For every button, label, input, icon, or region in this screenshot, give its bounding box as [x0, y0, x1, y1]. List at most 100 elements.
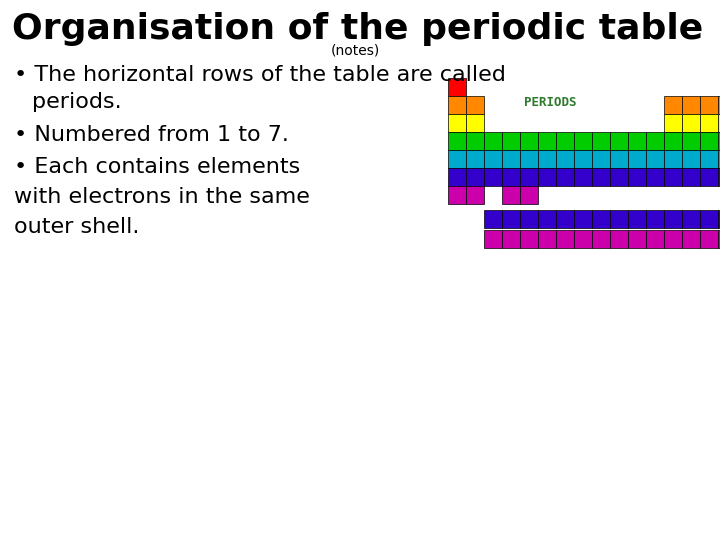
Text: (notes): (notes) — [330, 44, 379, 58]
Bar — [448, 96, 466, 114]
Bar — [682, 114, 700, 132]
Bar — [520, 230, 538, 248]
Bar — [682, 150, 700, 168]
Bar — [556, 150, 574, 168]
Bar — [502, 210, 520, 228]
Bar — [664, 114, 682, 132]
Bar — [502, 132, 520, 150]
Bar — [610, 132, 628, 150]
Bar — [718, 210, 720, 228]
Bar — [718, 168, 720, 186]
Bar — [718, 96, 720, 114]
Text: Organisation of the periodic table: Organisation of the periodic table — [12, 12, 703, 46]
Bar — [628, 150, 646, 168]
Bar — [484, 168, 502, 186]
Bar — [700, 96, 718, 114]
Bar — [484, 230, 502, 248]
Text: • The horizontal rows of the table are called: • The horizontal rows of the table are c… — [14, 65, 506, 85]
Bar — [628, 132, 646, 150]
Bar — [610, 168, 628, 186]
Bar — [538, 150, 556, 168]
Bar — [466, 168, 484, 186]
Bar — [664, 230, 682, 248]
Text: outer shell.: outer shell. — [14, 217, 140, 237]
Bar — [700, 114, 718, 132]
Bar — [448, 78, 466, 96]
Bar — [700, 210, 718, 228]
Text: • Numbered from 1 to 7.: • Numbered from 1 to 7. — [14, 125, 289, 145]
Bar — [502, 186, 520, 204]
Bar — [664, 132, 682, 150]
Bar — [448, 150, 466, 168]
Bar — [718, 132, 720, 150]
Bar — [718, 150, 720, 168]
Bar — [682, 168, 700, 186]
Bar — [646, 132, 664, 150]
Bar — [700, 168, 718, 186]
Bar — [538, 132, 556, 150]
Bar — [538, 210, 556, 228]
Bar — [538, 230, 556, 248]
Bar — [592, 230, 610, 248]
Bar — [610, 150, 628, 168]
Bar — [448, 168, 466, 186]
Bar — [484, 150, 502, 168]
Bar — [610, 230, 628, 248]
Bar — [484, 132, 502, 150]
Bar — [628, 210, 646, 228]
Text: • Each contains elements: • Each contains elements — [14, 157, 300, 177]
Bar — [574, 210, 592, 228]
Bar — [448, 132, 466, 150]
Bar — [610, 210, 628, 228]
Bar — [448, 114, 466, 132]
Bar — [520, 132, 538, 150]
Bar — [592, 150, 610, 168]
Bar — [664, 210, 682, 228]
Bar — [520, 168, 538, 186]
Bar — [448, 186, 466, 204]
Text: periods.: periods. — [32, 92, 122, 112]
Bar — [574, 132, 592, 150]
Bar — [646, 168, 664, 186]
Bar — [700, 150, 718, 168]
Bar — [592, 210, 610, 228]
Bar — [520, 210, 538, 228]
Bar — [682, 132, 700, 150]
Bar — [646, 150, 664, 168]
Bar — [466, 114, 484, 132]
Bar — [682, 210, 700, 228]
Bar — [502, 230, 520, 248]
Bar — [502, 150, 520, 168]
Bar — [466, 186, 484, 204]
Bar — [718, 114, 720, 132]
Bar — [538, 168, 556, 186]
Bar — [520, 186, 538, 204]
Bar — [484, 210, 502, 228]
Bar — [556, 230, 574, 248]
Bar — [574, 150, 592, 168]
Bar — [466, 96, 484, 114]
Bar — [556, 168, 574, 186]
Bar — [700, 230, 718, 248]
Bar — [718, 230, 720, 248]
Bar — [502, 168, 520, 186]
Bar — [574, 230, 592, 248]
Bar — [664, 96, 682, 114]
Bar — [466, 132, 484, 150]
Bar — [682, 96, 700, 114]
Bar — [628, 230, 646, 248]
Bar — [682, 230, 700, 248]
Text: with electrons in the same: with electrons in the same — [14, 187, 310, 207]
Bar — [664, 168, 682, 186]
Bar — [646, 230, 664, 248]
Bar — [556, 210, 574, 228]
Bar — [592, 132, 610, 150]
Bar — [646, 210, 664, 228]
Bar — [592, 168, 610, 186]
Bar — [466, 150, 484, 168]
Text: PERIODS: PERIODS — [524, 97, 577, 110]
Bar — [664, 150, 682, 168]
Bar — [628, 168, 646, 186]
Bar — [556, 132, 574, 150]
Bar — [574, 168, 592, 186]
